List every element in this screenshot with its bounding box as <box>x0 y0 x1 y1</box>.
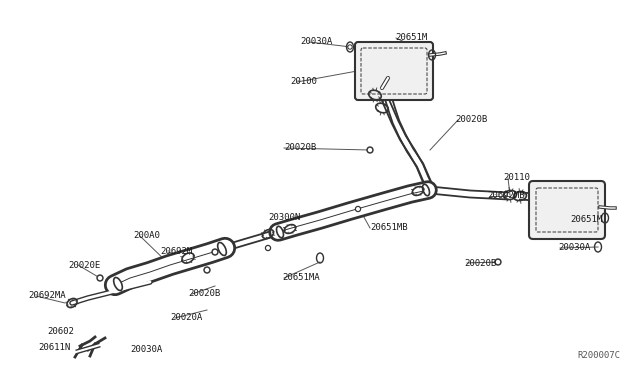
Circle shape <box>355 206 360 212</box>
Circle shape <box>267 247 269 249</box>
Text: 20651MA: 20651MA <box>282 273 319 282</box>
Circle shape <box>369 148 371 151</box>
Circle shape <box>214 250 216 253</box>
Circle shape <box>349 46 351 48</box>
Circle shape <box>99 276 102 279</box>
Circle shape <box>212 249 218 255</box>
Circle shape <box>495 259 501 265</box>
Text: 20651M: 20651M <box>395 33 428 42</box>
Text: 20020A: 20020A <box>170 314 202 323</box>
Ellipse shape <box>276 226 284 238</box>
Text: 20020B: 20020B <box>284 144 316 153</box>
Circle shape <box>497 260 499 263</box>
FancyBboxPatch shape <box>529 181 605 239</box>
Text: 20692MA: 20692MA <box>28 292 66 301</box>
Circle shape <box>348 45 352 49</box>
Circle shape <box>205 269 209 272</box>
Text: 20030A: 20030A <box>558 244 590 253</box>
Circle shape <box>356 208 359 210</box>
Text: 20692MB: 20692MB <box>487 192 525 201</box>
Text: 20020B: 20020B <box>188 289 220 298</box>
Text: 20030A: 20030A <box>300 38 332 46</box>
Circle shape <box>97 275 103 281</box>
Ellipse shape <box>114 278 122 291</box>
FancyBboxPatch shape <box>355 42 433 100</box>
Circle shape <box>367 147 373 153</box>
Text: 20110: 20110 <box>503 173 530 183</box>
Text: 20020B: 20020B <box>455 115 487 125</box>
Text: 20300N: 20300N <box>268 214 300 222</box>
Text: 20651MB: 20651MB <box>370 224 408 232</box>
Text: R200007C: R200007C <box>577 351 620 360</box>
Text: 20611N: 20611N <box>38 343 70 353</box>
Circle shape <box>266 246 271 250</box>
Text: 20651M: 20651M <box>570 215 602 224</box>
Text: 20602: 20602 <box>47 327 74 337</box>
Text: 20020B: 20020B <box>464 259 496 267</box>
Circle shape <box>204 267 210 273</box>
Ellipse shape <box>218 243 227 256</box>
Text: 20030A: 20030A <box>130 346 163 355</box>
Text: 20020E: 20020E <box>68 260 100 269</box>
Text: 20100: 20100 <box>290 77 317 87</box>
Ellipse shape <box>422 184 429 196</box>
Text: 200A0: 200A0 <box>133 231 160 241</box>
Text: 20692M: 20692M <box>160 247 192 257</box>
